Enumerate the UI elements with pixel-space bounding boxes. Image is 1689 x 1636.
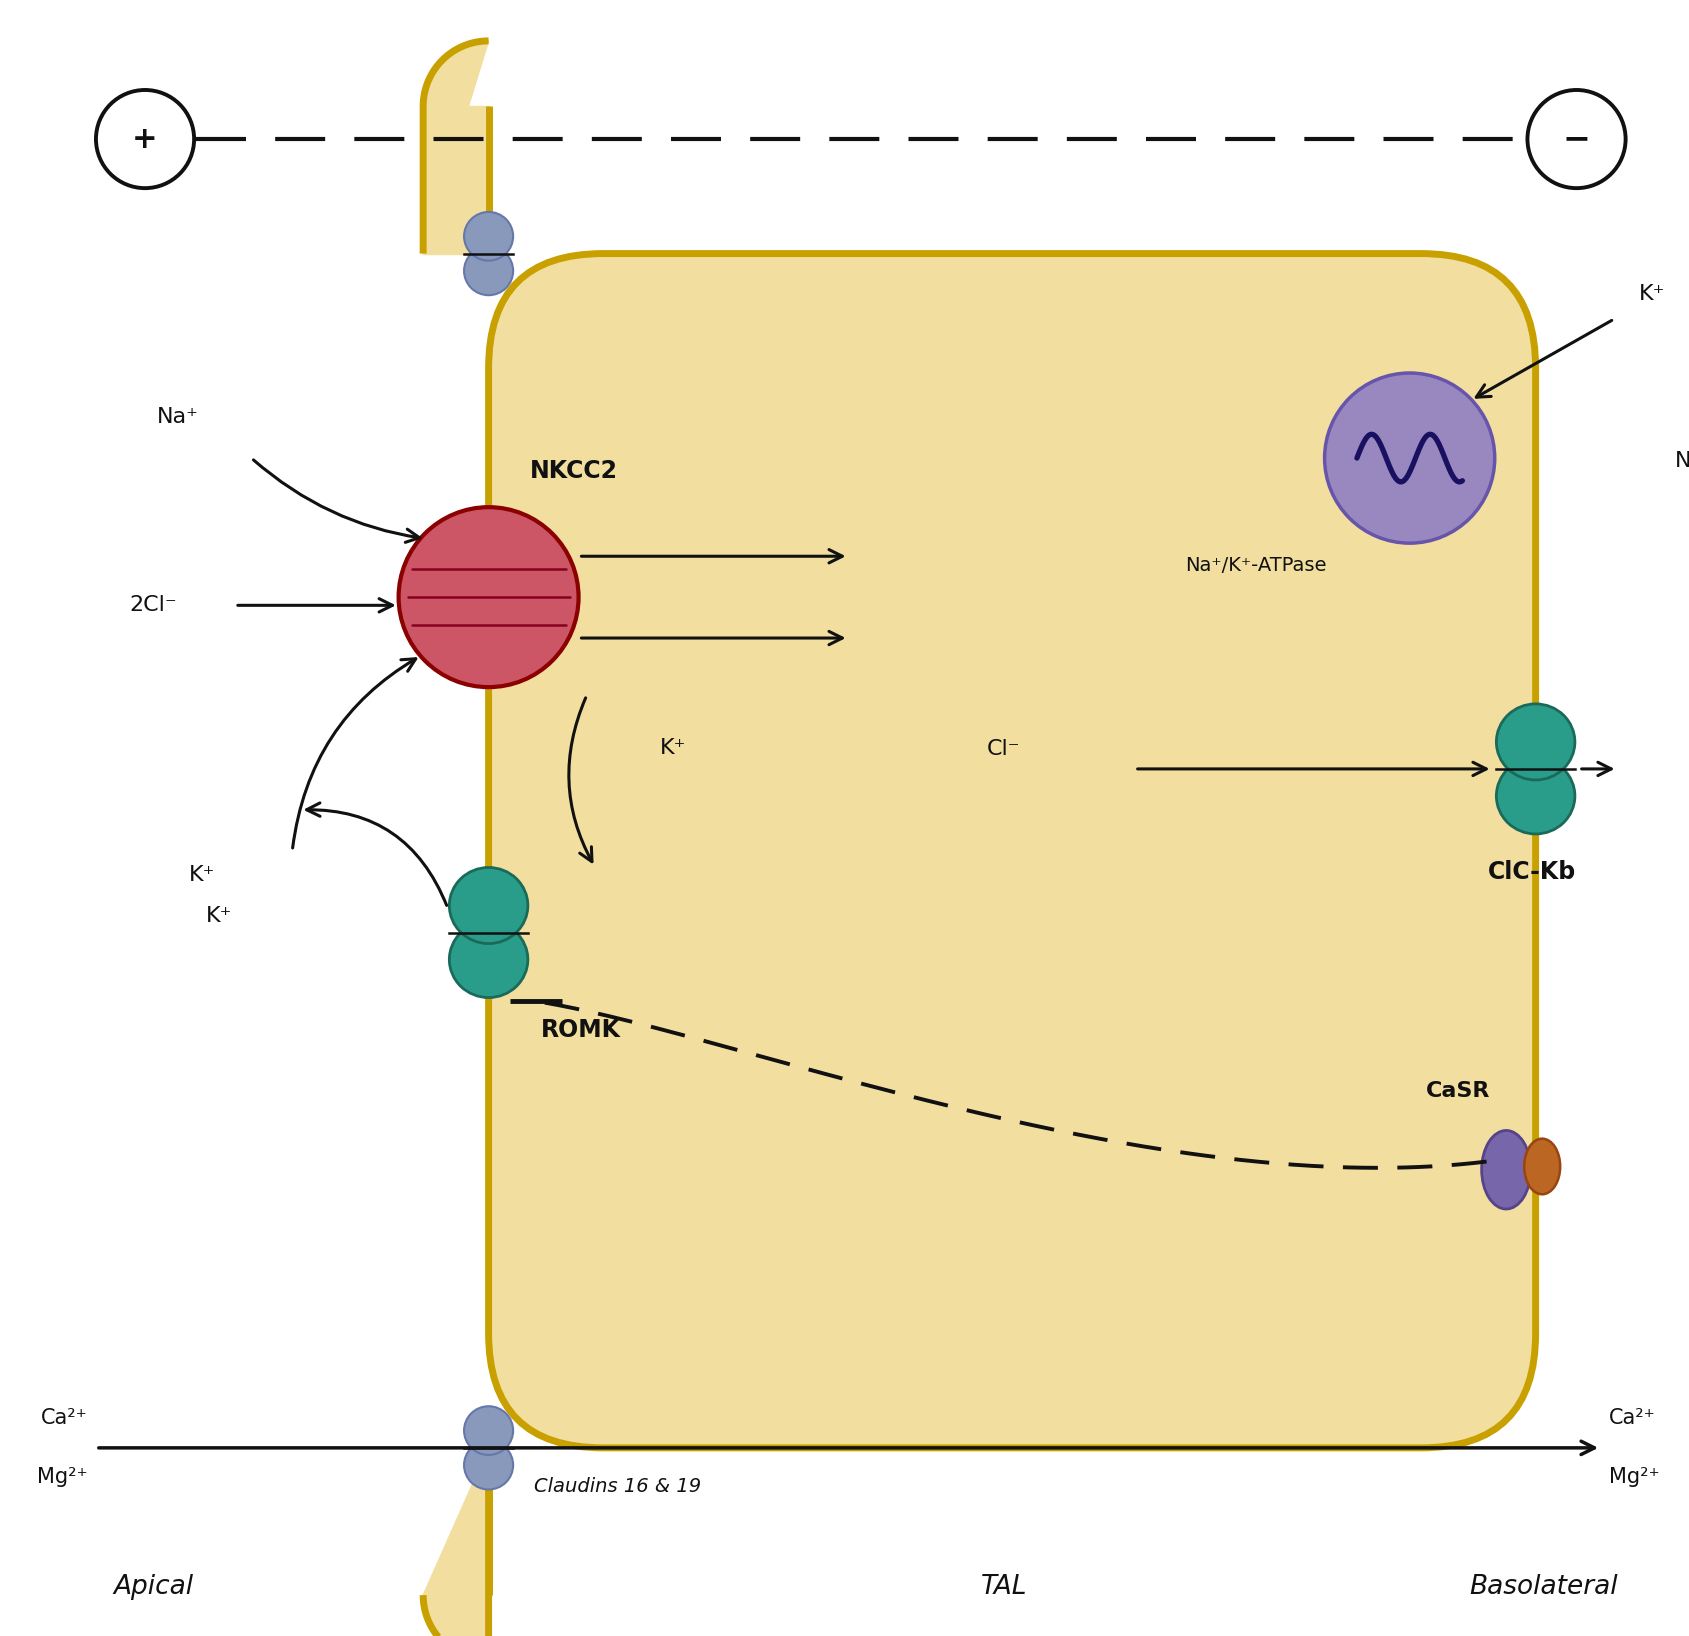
Text: Ca²⁺: Ca²⁺ bbox=[41, 1409, 88, 1428]
Text: Mg²⁺: Mg²⁺ bbox=[37, 1467, 88, 1487]
Ellipse shape bbox=[1495, 757, 1574, 834]
FancyBboxPatch shape bbox=[488, 254, 1535, 1448]
Ellipse shape bbox=[464, 1441, 513, 1489]
Polygon shape bbox=[422, 41, 488, 254]
Circle shape bbox=[1324, 373, 1493, 543]
Text: +: + bbox=[132, 124, 157, 154]
Text: K⁺: K⁺ bbox=[206, 906, 231, 926]
Circle shape bbox=[96, 90, 194, 188]
Ellipse shape bbox=[1495, 703, 1574, 780]
Ellipse shape bbox=[1523, 1139, 1559, 1194]
Text: CaSR: CaSR bbox=[1426, 1081, 1490, 1101]
Text: K⁺: K⁺ bbox=[1638, 285, 1664, 304]
Text: ClC-Kb: ClC-Kb bbox=[1488, 861, 1576, 883]
Text: Na⁺: Na⁺ bbox=[157, 407, 199, 427]
Text: K⁺: K⁺ bbox=[189, 865, 216, 885]
Text: Apical: Apical bbox=[113, 1574, 193, 1600]
Ellipse shape bbox=[464, 1407, 513, 1454]
Text: −: − bbox=[1562, 123, 1589, 155]
Text: ROMK: ROMK bbox=[540, 1018, 620, 1042]
Circle shape bbox=[1527, 90, 1625, 188]
Circle shape bbox=[399, 507, 578, 687]
Ellipse shape bbox=[464, 213, 513, 260]
Text: Na⁺: Na⁺ bbox=[1674, 452, 1689, 471]
Ellipse shape bbox=[449, 867, 527, 944]
Text: Na⁺/K⁺-ATPase: Na⁺/K⁺-ATPase bbox=[1184, 556, 1326, 576]
Text: Basolateral: Basolateral bbox=[1469, 1574, 1616, 1600]
Polygon shape bbox=[422, 1448, 488, 1636]
Text: NKCC2: NKCC2 bbox=[529, 458, 616, 483]
Ellipse shape bbox=[1481, 1130, 1530, 1209]
Text: Claudins 16 & 19: Claudins 16 & 19 bbox=[534, 1477, 701, 1497]
Text: TAL: TAL bbox=[980, 1574, 1027, 1600]
Text: K⁺: K⁺ bbox=[660, 738, 686, 759]
Text: 2Cl⁻: 2Cl⁻ bbox=[130, 596, 177, 615]
Ellipse shape bbox=[464, 247, 513, 294]
Text: Ca²⁺: Ca²⁺ bbox=[1608, 1409, 1655, 1428]
Text: Cl⁻: Cl⁻ bbox=[986, 739, 1020, 759]
Text: Mg²⁺: Mg²⁺ bbox=[1608, 1467, 1659, 1487]
Ellipse shape bbox=[449, 921, 527, 998]
